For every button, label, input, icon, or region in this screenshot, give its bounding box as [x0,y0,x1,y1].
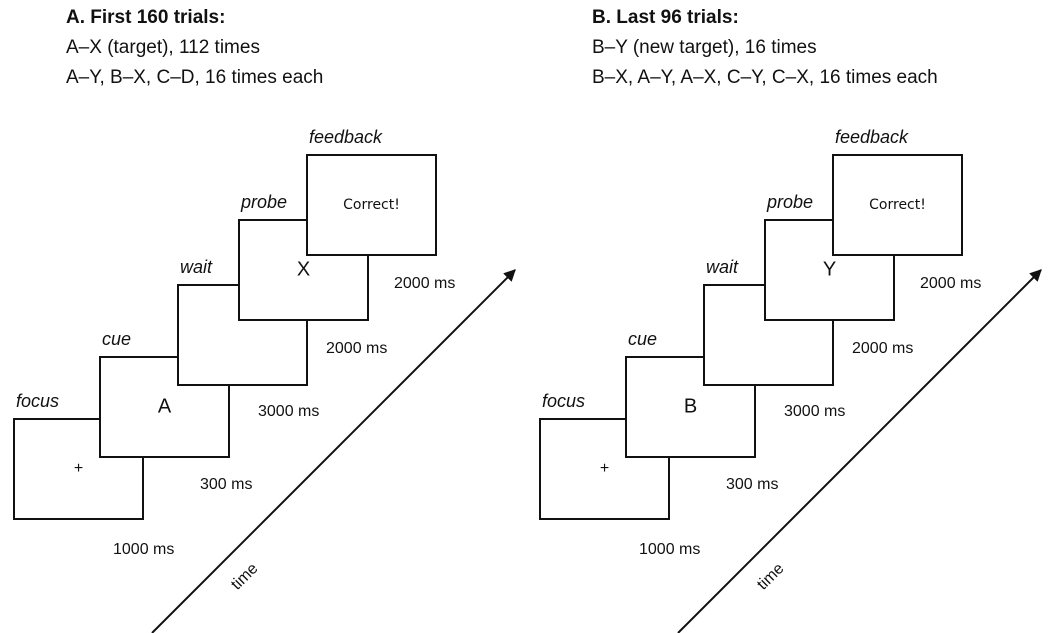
stage-duration: 1000 ms [639,541,700,558]
stage-content: + [600,460,609,477]
stage-label: focus [542,391,585,411]
stage-label: wait [706,257,739,277]
stage-content: X [297,258,310,280]
panel-title: B. Last 96 trials: [592,7,739,28]
stage-duration: 3000 ms [258,403,319,420]
stage-content: Correct! [343,197,400,213]
stage-content: Correct! [869,197,926,213]
stage-duration: 2000 ms [920,275,981,292]
panel-title: A. First 160 trials: [66,7,225,28]
stage-label: feedback [309,127,383,147]
stage-box [306,154,437,256]
stage-duration: 2000 ms [394,275,455,292]
stage-content: B [684,395,697,417]
stage-label: cue [628,329,657,349]
stage-content: + [74,460,83,477]
time-label: time [228,560,261,593]
stage-duration: 2000 ms [326,340,387,357]
panel-line: B–Y (new target), 16 times [592,37,817,58]
stage-box [832,154,963,256]
panel-line: A–Y, B–X, C–D, 16 times each [66,67,323,88]
stage-duration: 2000 ms [852,340,913,357]
panel-line: B–X, A–Y, A–X, C–Y, C–X, 16 times each [592,67,938,88]
stage-label: focus [16,391,59,411]
time-arrow [151,269,516,633]
stage-duration: 3000 ms [784,403,845,420]
panel-line: A–X (target), 112 times [66,37,260,58]
time-arrow [677,269,1042,633]
stage-duration: 300 ms [726,476,778,493]
stage-content: Y [823,258,836,280]
stage-label: feedback [835,127,909,147]
stage-duration: 300 ms [200,476,252,493]
stage-label: wait [180,257,213,277]
stage-label: probe [240,192,287,212]
stage-label: probe [766,192,813,212]
stage-label: cue [102,329,131,349]
stage-duration: 1000 ms [113,541,174,558]
stage-content: A [158,395,172,417]
time-label: time [754,560,787,593]
